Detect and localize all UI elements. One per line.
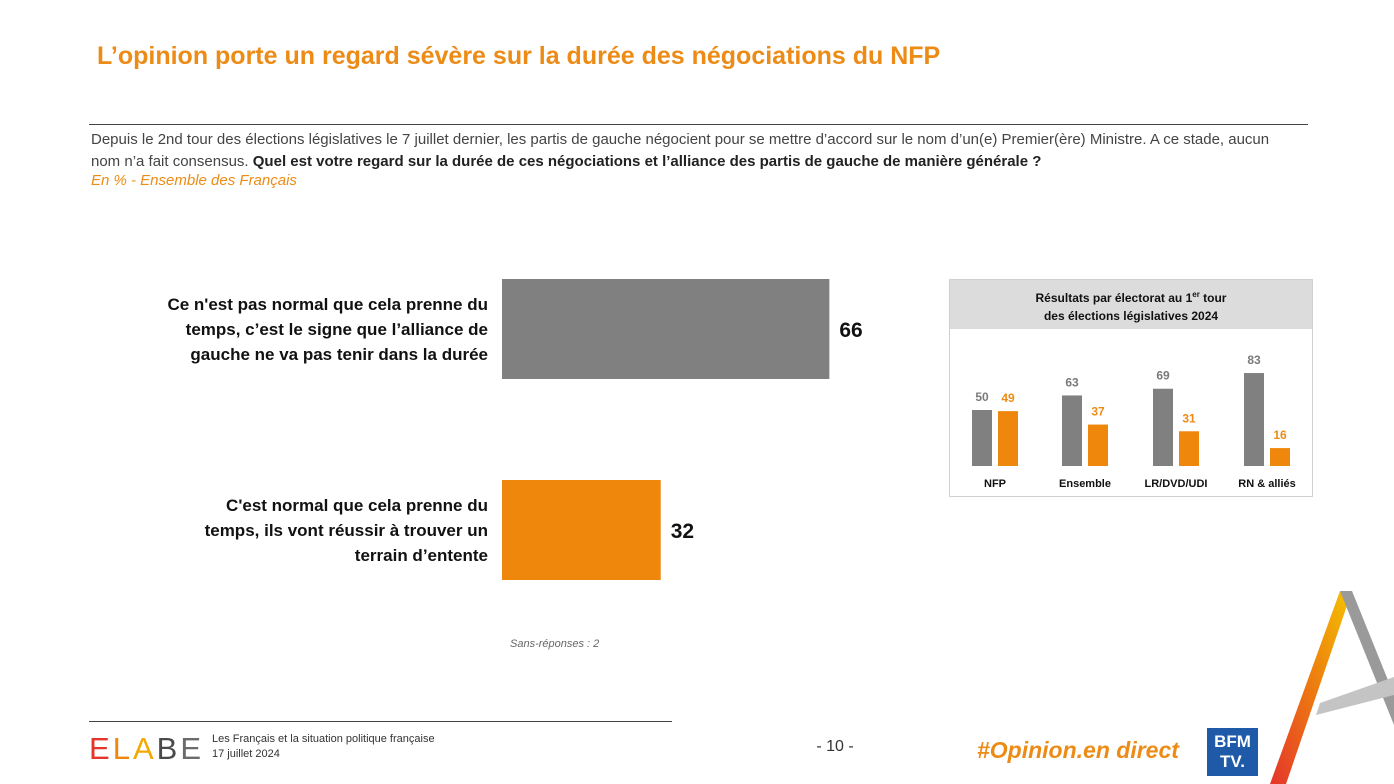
bar-category-label-line: terrain d’entente bbox=[354, 545, 488, 565]
question-text: Quel est votre regard sur la durée de ce… bbox=[252, 153, 1042, 170]
bfm-line1: BFM bbox=[1214, 732, 1251, 751]
electorate-title-sup: er bbox=[1192, 290, 1200, 299]
electorate-bar bbox=[1088, 424, 1108, 466]
electorate-title-line1-end: tour bbox=[1199, 291, 1227, 305]
electorate-bar bbox=[1062, 395, 1082, 466]
intro-text: Depuis le 2nd tour des élections législa… bbox=[91, 131, 1270, 170]
electorate-bar-value: 69 bbox=[1156, 369, 1170, 383]
question-intro: Depuis le 2nd tour des élections législa… bbox=[91, 129, 1301, 173]
electorate-bar-value: 49 bbox=[1001, 391, 1015, 405]
electorate-category-label: RN & alliés bbox=[1238, 478, 1295, 490]
electorate-chart-panel: Résultats par électorat au 1er tour des … bbox=[949, 279, 1313, 497]
bfmtv-logo: BFM TV. bbox=[1207, 728, 1258, 776]
electorate-category-label: Ensemble bbox=[1059, 478, 1111, 490]
electorate-bar bbox=[998, 411, 1018, 466]
electorate-bar bbox=[1270, 448, 1290, 466]
electorate-bar-value: 37 bbox=[1091, 405, 1105, 419]
corner-decoration bbox=[1270, 591, 1394, 784]
electorate-title-line2: des élections législatives 2024 bbox=[1043, 309, 1219, 323]
electorate-category-label: NFP bbox=[984, 478, 1006, 490]
base-note: En % - Ensemble des Français bbox=[91, 172, 297, 189]
electorate-bar bbox=[1244, 373, 1264, 466]
bar-value-label: 66 bbox=[839, 319, 862, 342]
study-date: 17 juillet 2024 bbox=[212, 748, 280, 760]
footer-study: Les Français et la situation politique f… bbox=[212, 732, 435, 762]
logo-letter: E bbox=[89, 731, 113, 766]
study-title: Les Français et la situation politique f… bbox=[212, 733, 435, 745]
electorate-bar-value: 31 bbox=[1182, 411, 1196, 425]
page-number: - 10 - bbox=[816, 738, 854, 755]
electorate-bar-value: 63 bbox=[1065, 375, 1079, 389]
electorate-bar-value: 83 bbox=[1247, 353, 1261, 367]
bar-category-label-line: gauche ne va pas tenir dans la durée bbox=[190, 344, 488, 364]
bar-value-label: 32 bbox=[671, 520, 694, 543]
electorate-bar bbox=[1179, 431, 1199, 466]
bar-2 bbox=[502, 480, 661, 580]
electorate-bar bbox=[1153, 388, 1173, 466]
electorate-title-line1: Résultats par électorat au 1 bbox=[1035, 291, 1193, 305]
logo-letter: E bbox=[180, 731, 204, 766]
bfm-line2: TV. bbox=[1220, 752, 1245, 771]
title-divider bbox=[89, 124, 1308, 125]
no-answer-note: Sans-réponses : 2 bbox=[510, 638, 600, 650]
electorate-chart-title: Résultats par électorat au 1er tour des … bbox=[950, 280, 1312, 329]
electorate-bar bbox=[972, 410, 992, 466]
electorate-bar-value: 50 bbox=[975, 390, 989, 404]
logo-letter: B bbox=[156, 731, 181, 766]
bar-category-label-line: Ce n'est pas normal que cela prenne du bbox=[167, 294, 488, 314]
electorate-category-label: LR/DVD/UDI bbox=[1145, 478, 1208, 490]
bar-category-label: Ce n'est pas normal que cela prenne du te… bbox=[68, 292, 488, 367]
electorate-bar-chart: 50 49 NFP 63 37 Ensemble 69 31 LR/DVD/UDI 83 16 RN … bbox=[972, 353, 1296, 490]
hashtag: #Opinion.en direct bbox=[977, 737, 1179, 763]
bar-category-label-line: temps, ils vont réussir à trouver un bbox=[204, 520, 488, 540]
bar-category-label-line: C'est normal que cela prenne du bbox=[226, 495, 488, 515]
electorate-bar-value: 16 bbox=[1273, 428, 1287, 442]
logo-letter: L bbox=[112, 731, 133, 766]
bar-category-label: C'est normal que cela prenne du temps, il… bbox=[68, 493, 488, 568]
footer-divider bbox=[89, 721, 672, 722]
bar-1 bbox=[502, 279, 830, 379]
bar-category-label-line: temps, c’est le signe que l’alliance de bbox=[185, 319, 488, 339]
elabe-logo: ELABE bbox=[89, 731, 204, 767]
logo-letter: A bbox=[132, 731, 157, 766]
page-title: L’opinion porte un regard sévère sur la … bbox=[97, 42, 941, 70]
